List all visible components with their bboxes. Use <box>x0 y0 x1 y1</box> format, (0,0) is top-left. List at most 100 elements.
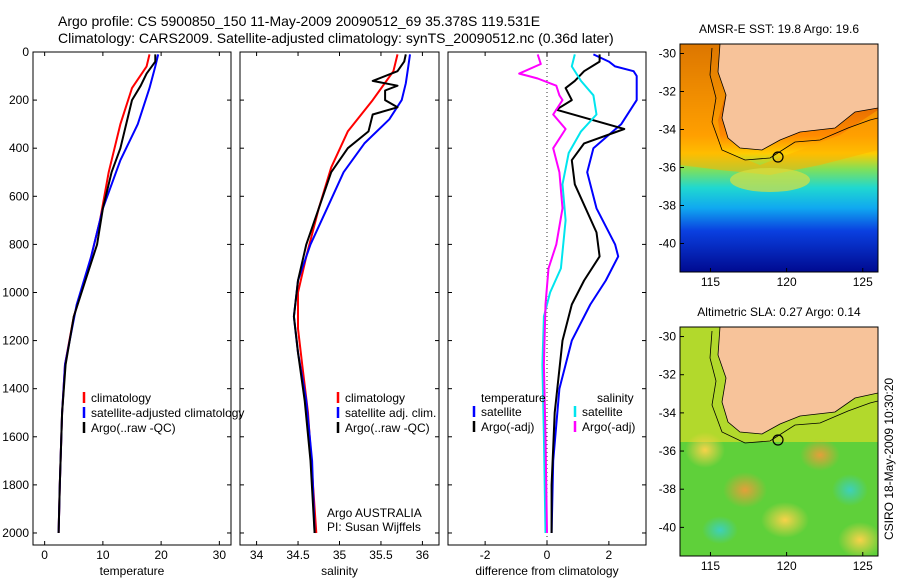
x-tick-label: 10 <box>96 548 110 562</box>
y-tick-label: 1400 <box>2 382 29 396</box>
legend-label: satellite-adjusted climatology <box>91 406 244 420</box>
sst-isobath <box>709 47 878 161</box>
y-tick-label: 0 <box>22 45 29 59</box>
legend-label: satellite <box>481 405 522 419</box>
map-x-tick-label: 125 <box>853 559 873 573</box>
series-line <box>541 54 598 534</box>
map-y-tick-label: -38 <box>659 482 677 496</box>
series-line <box>57 54 157 534</box>
temperature-panel: 0 200 400 600 800 1000 1200 1400 1600 1800 2000 0 10… <box>2 45 244 578</box>
y-tick-label: 400 <box>9 141 29 155</box>
legend-label: satellite adj. clim. <box>345 406 436 420</box>
map-x-tick-label: 115 <box>701 275 720 289</box>
map-y-tick-label: -32 <box>659 85 677 99</box>
sla-isobath <box>709 330 878 444</box>
y-tick-label: 1600 <box>2 430 29 444</box>
map-x-tick-label: 115 <box>701 559 720 573</box>
map-y-tick-label: -34 <box>659 123 677 137</box>
map-y-tick-label: -40 <box>659 237 677 251</box>
legend-label: Argo(..raw -QC) <box>91 421 176 435</box>
legend-header-temperature: temperature <box>481 391 546 405</box>
x-tick-label: 0 <box>41 548 48 562</box>
map-y-tick-label: -32 <box>659 368 677 382</box>
sla-float-marker <box>772 434 784 446</box>
header-line1: Argo profile: CS 5900850_150 11-May-2009… <box>58 13 540 29</box>
difference-legend: temperature salinitysatelliteArgo(-adj)sa… <box>472 391 635 434</box>
x-tick-label: 35.5 <box>369 548 393 562</box>
map-y-tick-label: -38 <box>659 199 677 213</box>
series-line <box>292 54 411 534</box>
difference-panel: -2 0 2 difference from climatology temperatu… <box>447 51 647 578</box>
sla-warm-eddy-4 <box>685 432 725 468</box>
series-line <box>550 54 626 533</box>
sla-map-frame <box>679 326 879 557</box>
map-y-tick-label: -36 <box>659 161 677 175</box>
map-x-tick-label: 120 <box>777 559 797 573</box>
credit-text: CSIRO 18-May-2009 10:30:20 <box>882 378 896 540</box>
sla-warm-eddy-2 <box>800 439 840 471</box>
map-x-tick-label: 120 <box>777 275 797 289</box>
sst-float-marker <box>772 151 784 163</box>
salinity-panel: 34 34.5 35 35.5 36 salinity climatologysatelli… <box>239 51 440 578</box>
sla-warm-eddy-5 <box>838 522 878 556</box>
sla-cool-eddy-1 <box>702 516 738 544</box>
sst-warm-eddy <box>730 168 810 192</box>
sla-map-title: Altimetric SLA: 0.27 Argo: 0.14 <box>697 305 861 319</box>
sst-map-title: AMSR-E SST: 19.8 Argo: 19.6 <box>699 22 859 36</box>
x-tick-label: 34.5 <box>286 548 310 562</box>
map-x-tick-label: 125 <box>853 275 873 289</box>
map-y-tick-label: -36 <box>659 444 677 458</box>
y-tick-label: 1800 <box>2 478 29 492</box>
argo-annotation: Argo AUSTRALIA <box>327 506 422 520</box>
y-tick-label: 800 <box>9 237 29 251</box>
legend-label: Argo(-adj) <box>582 420 635 434</box>
series-line <box>57 54 160 534</box>
sst-map-axes: 115 120 125 -30 -32 -34 -36 -38 -40 <box>659 47 873 290</box>
sla-warm-eddy-1 <box>723 472 767 508</box>
series-line <box>550 53 638 534</box>
header-line2: Climatology: CARS2009. Satellite-adjuste… <box>58 30 614 46</box>
sst-land <box>717 44 878 151</box>
sla-land <box>717 327 878 435</box>
panel-frame <box>239 51 440 546</box>
x-tick-label: -2 <box>480 548 491 562</box>
legend-header-salinity: salinity <box>597 391 634 405</box>
legend-label: Argo(..raw -QC) <box>345 421 430 435</box>
series-line <box>518 54 567 534</box>
sla-cool-eddy-2 <box>832 474 868 506</box>
y-tick-label: 200 <box>9 93 29 107</box>
argo-annotation: PI: Susan Wijffels <box>327 520 421 534</box>
x-axis-label: temperature <box>100 564 165 578</box>
y-tick-label: 1200 <box>2 334 29 348</box>
x-tick-label: 2 <box>606 548 613 562</box>
map-y-tick-label: -30 <box>659 47 677 61</box>
y-tick-label: 2000 <box>2 526 29 540</box>
legend-label: climatology <box>91 391 151 405</box>
y-tick-label: 1000 <box>2 285 29 299</box>
y-tick-label: 600 <box>9 189 29 203</box>
legend-label: satellite <box>582 405 623 419</box>
map-y-tick-label: -40 <box>659 520 677 534</box>
x-tick-label: 0 <box>544 548 551 562</box>
x-tick-label: 36 <box>416 548 430 562</box>
legend-label: climatology <box>345 391 405 405</box>
legend-label: Argo(-adj) <box>481 420 534 434</box>
sla-warm-eddy-3 <box>761 502 809 538</box>
sla-map-axes: 115 120 125 -30 -32 -34 -36 -38 -40 <box>659 330 873 573</box>
x-axis-label: difference from climatology <box>475 564 618 578</box>
map-y-tick-label: -34 <box>659 406 677 420</box>
x-tick-label: 34 <box>250 548 264 562</box>
map-y-tick-label: -30 <box>659 330 677 344</box>
sst-map <box>680 44 878 272</box>
x-axis-label: salinity <box>321 564 358 578</box>
x-tick-label: 35 <box>333 548 347 562</box>
x-tick-label: 20 <box>154 548 168 562</box>
sst-map-frame <box>679 43 879 273</box>
series-line <box>292 54 407 534</box>
sla-map <box>680 327 878 556</box>
x-tick-label: 30 <box>213 548 227 562</box>
panel-frame <box>32 51 232 546</box>
